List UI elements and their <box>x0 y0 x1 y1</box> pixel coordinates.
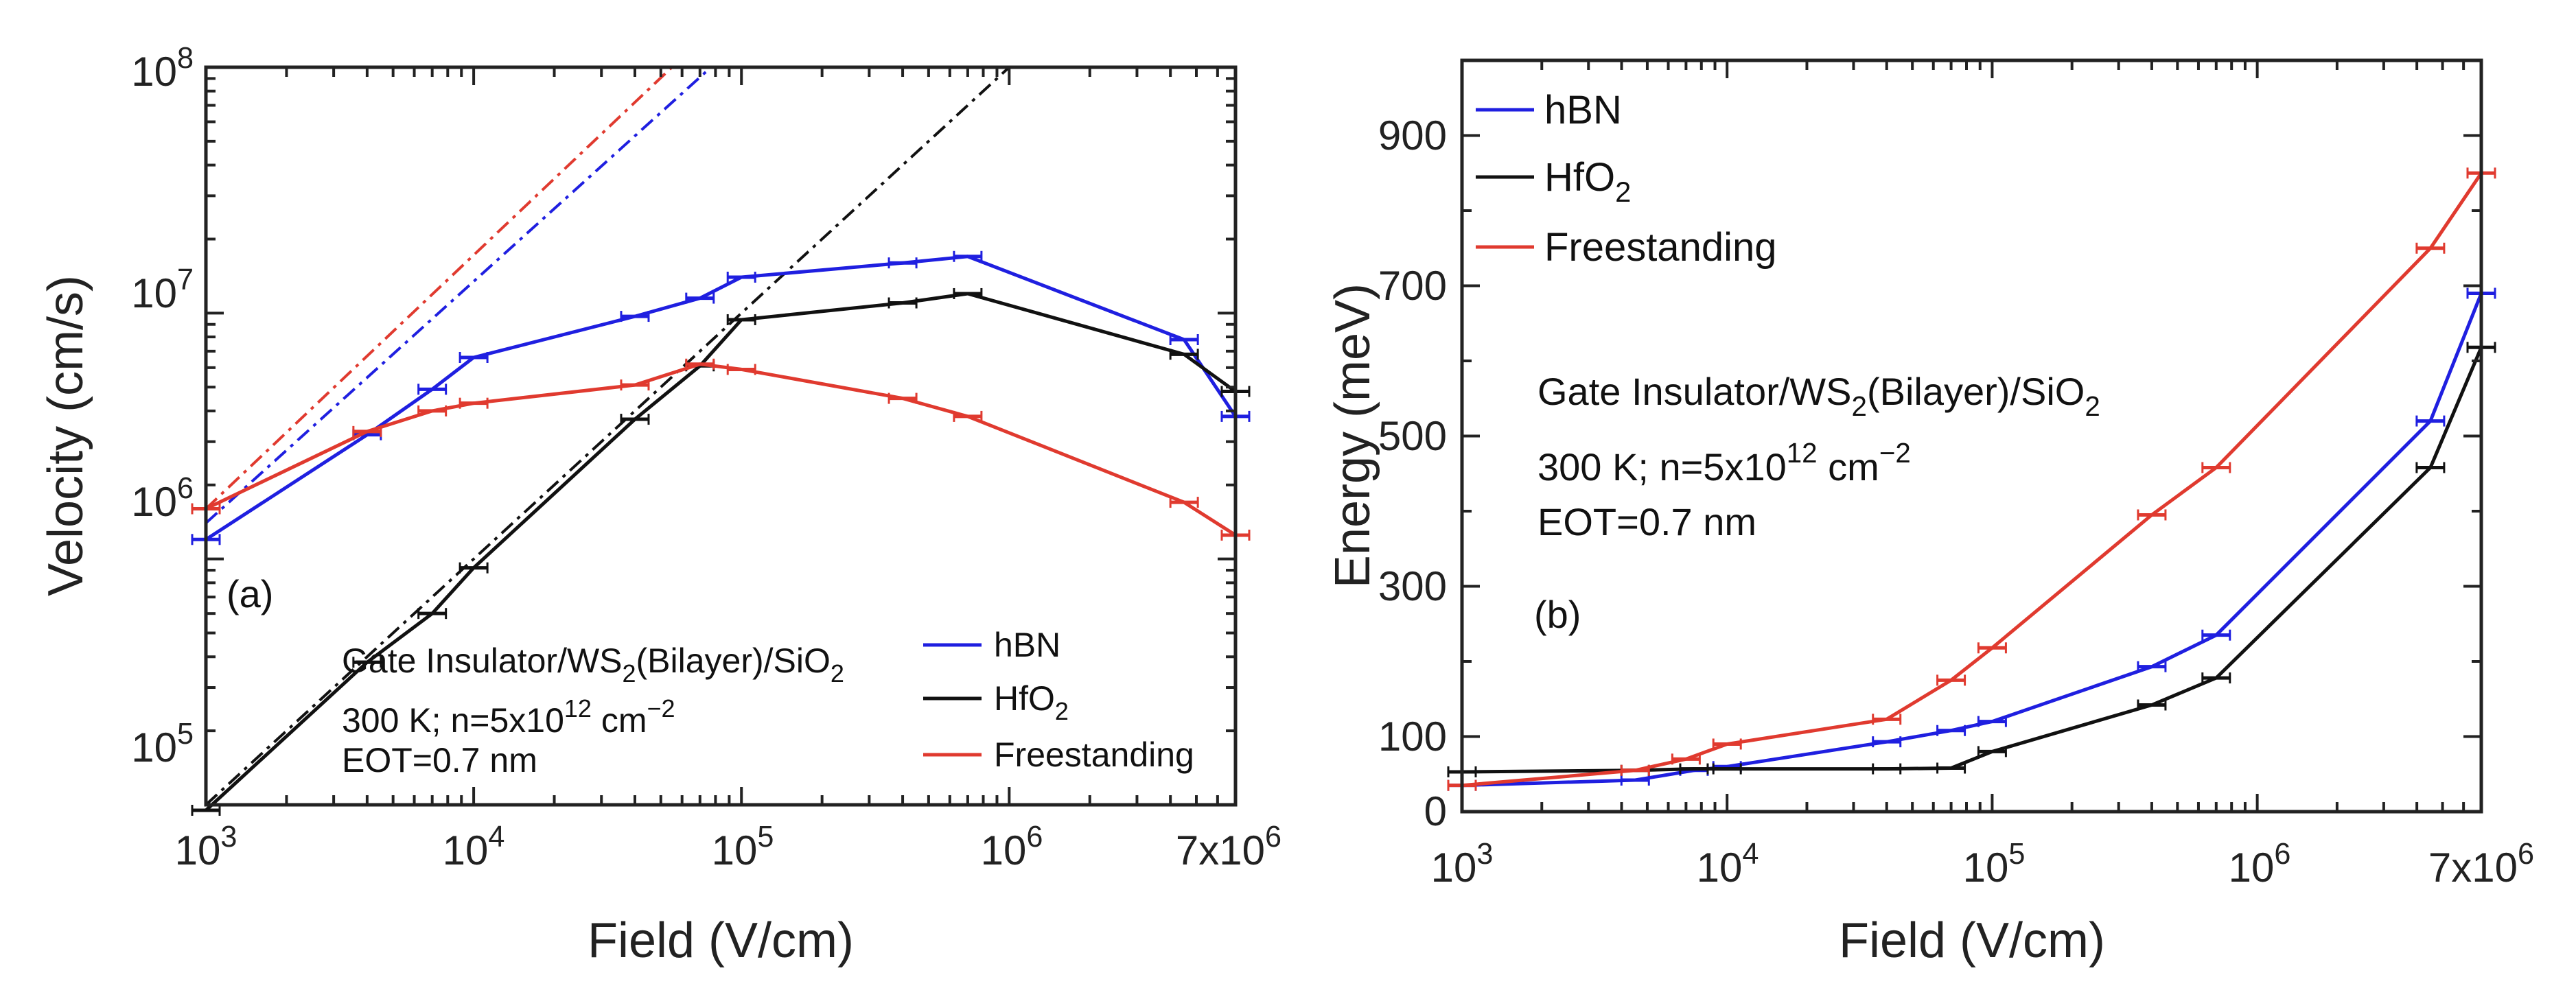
panel-b-tick-marks <box>1461 59 2483 813</box>
panel-b-annotation-line1: Gate Insulator/WS2(Bilayer)/SiO2 <box>1538 370 2100 422</box>
panel-b-xtick-label: 104 <box>1697 838 1759 891</box>
panel-b-xtick-label: 105 <box>1963 838 2026 891</box>
panel-b-ytick-label: 500 <box>1378 413 1447 459</box>
legend-label-freestanding: Freestanding <box>994 736 1194 774</box>
panel-a-label: (a) <box>227 572 273 615</box>
panel-a-xtick-label: 106 <box>981 821 1043 873</box>
panel-b-y-axis-label: Energy (meV) <box>1325 283 1380 588</box>
legend-label-hfo2: HfO2 <box>994 679 1069 725</box>
panel-b-label: (b) <box>1534 593 1581 636</box>
panel-a-ytick-label: 105 <box>131 718 194 771</box>
panel-b-xtick-label: 106 <box>2229 838 2291 891</box>
panel-a-xtick-label: 104 <box>443 821 505 873</box>
panel-a-xtick-label: 105 <box>712 821 774 873</box>
legend-label-hbn: hBN <box>994 626 1060 664</box>
panel-a-plot-lines <box>191 66 1251 816</box>
panel-b-annotation-line2: 300 K; n=5x1012 cm−2 <box>1538 437 1911 489</box>
panel-a-reference-line-1 <box>205 66 712 524</box>
panel-a-series-line-freestanding <box>205 362 1237 537</box>
panel-a-x-axis-label: Field (V/cm) <box>588 913 854 968</box>
panel-a-annotation-line2: 300 K; n=5x1012 cm−2 <box>342 694 675 740</box>
panel-a-xtick-label: 103 <box>175 821 237 873</box>
panel-b-plot-lines <box>1447 167 2496 791</box>
panel-b-ytick-label: 0 <box>1424 788 1447 834</box>
panel-a-series-line-hbn <box>205 255 1238 541</box>
legend-label-freestanding: Freestanding <box>1544 225 1777 270</box>
panel-a-axes-frame <box>204 65 1238 807</box>
legend-label-hbn: hBN <box>1544 88 1622 132</box>
panel-a-tick-marks <box>205 66 1237 806</box>
legend-label-hfo2: HfO2 <box>1544 155 1631 208</box>
panel-b-energy-chart: 103 104 105 106 7x106 0 100 300 500 700 … <box>1325 58 2534 968</box>
panel-b-xtick-label: 7x106 <box>2428 838 2534 891</box>
panel-b-ytick-label: 700 <box>1378 263 1447 309</box>
panel-b-x-axis-label: Field (V/cm) <box>1839 913 2105 968</box>
panel-b-legend: hBN HfO2 Freestanding <box>1476 88 1777 270</box>
panel-b-ytick-label: 300 <box>1378 563 1447 609</box>
panel-a-ytick-label: 107 <box>131 263 194 316</box>
panel-b-annotation-line3: EOT=0.7 nm <box>1538 500 1756 543</box>
panel-b-ytick-label: 100 <box>1378 714 1447 760</box>
panel-b-xtick-label: 103 <box>1431 838 1494 891</box>
panel-b-ytick-label: 900 <box>1378 113 1447 158</box>
panel-a-legend: hBN HfO2 Freestanding <box>923 626 1194 774</box>
panel-a-ytick-label: 106 <box>131 472 194 525</box>
panel-a-reference-line-2 <box>205 66 1010 806</box>
panel-a-ytick-label: 108 <box>131 42 194 95</box>
panel-a-reference-line-0 <box>205 66 673 510</box>
panel-a-annotation-line1: Gate Insulator/WS2(Bilayer)/SiO2 <box>342 642 844 687</box>
panel-a-xtick-label: 7x106 <box>1176 821 1281 873</box>
panel-a-y-axis-label: Velocity (cm/s) <box>38 275 93 596</box>
panel-a-annotation-line3: EOT=0.7 nm <box>342 741 537 779</box>
panel-a-velocity-chart: 103 104 105 106 7x106 105 106 107 108 Fi… <box>38 42 1281 968</box>
